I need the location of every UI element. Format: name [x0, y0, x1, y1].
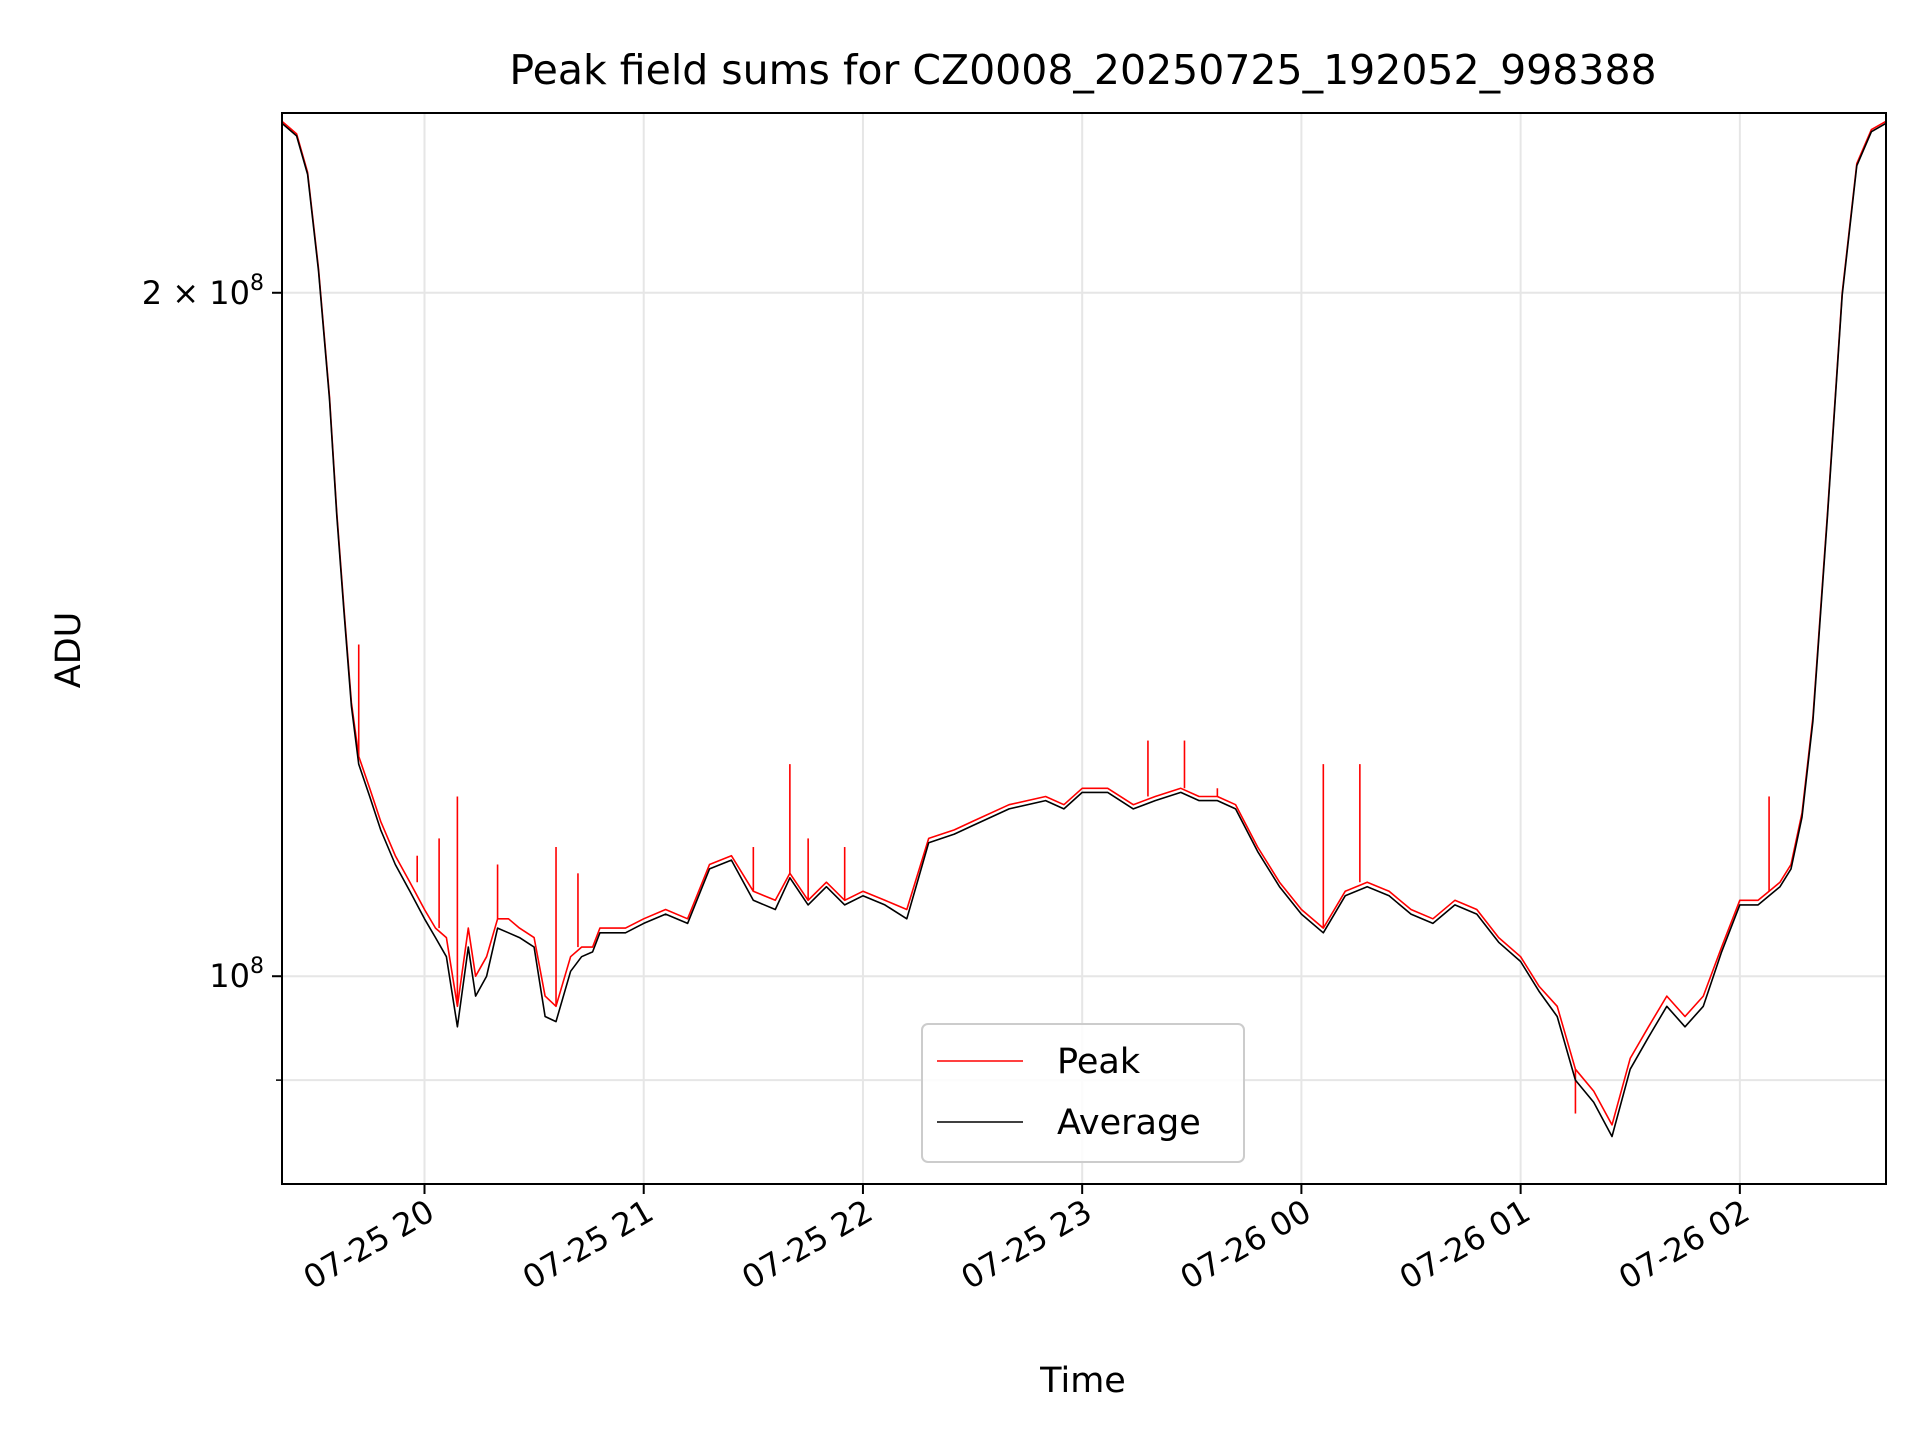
- chart-title: Peak field sums for CZ0008_20250725_1920…: [509, 46, 1656, 94]
- legend-label-peak: Peak: [1057, 1042, 1141, 1082]
- legend-label-average: Average: [1057, 1103, 1201, 1143]
- y-tick-label: 108: [209, 954, 264, 995]
- plot-lines: [281, 120, 1887, 1138]
- x-axis: 07-25 20 07-25 21 07-25 22 07-25 23 07-26 00…: [297, 1184, 1756, 1297]
- x-tick-label: 07-25 20: [297, 1192, 441, 1297]
- y-axis: 108 2 × 108: [142, 271, 282, 1081]
- grid: [282, 113, 1886, 1184]
- x-tick-label: 07-26 01: [1393, 1192, 1537, 1297]
- plot-frame: [281, 112, 1887, 1185]
- legend-box: [921, 1023, 1245, 1163]
- legend: Peak Average: [921, 1023, 1245, 1163]
- x-tick-label: 07-25 21: [516, 1192, 660, 1297]
- x-tick-label: 07-26 02: [1612, 1192, 1756, 1297]
- y-tick-label: 2 × 108: [142, 271, 264, 312]
- series-line-average: [281, 122, 1887, 1138]
- series-line-peak: [281, 120, 1887, 1126]
- y-axis-label: ADU: [49, 612, 89, 689]
- x-tick-label: 07-25 23: [955, 1192, 1099, 1297]
- x-axis-label: Time: [1039, 1361, 1126, 1401]
- x-tick-label: 07-26 00: [1174, 1192, 1318, 1297]
- x-tick-label: 07-25 22: [735, 1192, 879, 1297]
